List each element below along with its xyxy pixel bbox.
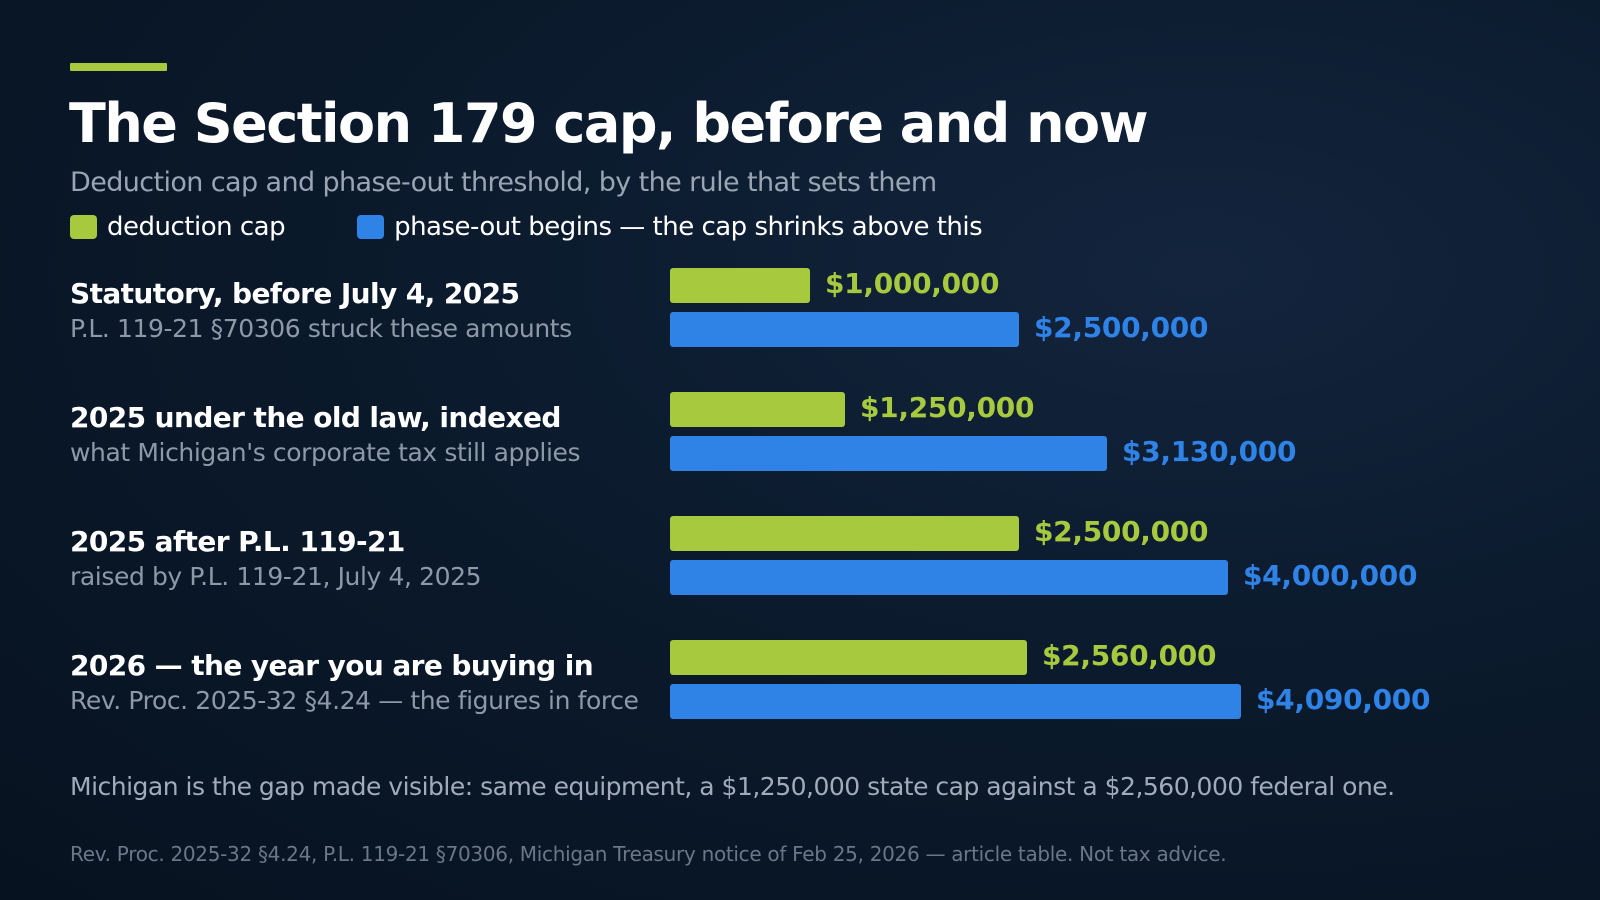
data-label-cap: $1,250,000 xyxy=(860,391,1035,424)
data-label-cap: $2,500,000 xyxy=(1034,515,1209,548)
legend-swatch-phaseout xyxy=(357,215,385,239)
bar-phaseout xyxy=(670,436,1107,471)
data-label-phaseout: $3,130,000 xyxy=(1122,435,1297,468)
category-note: raised by P.L. 119-21, July 4, 2025 xyxy=(70,562,482,591)
bar-cap xyxy=(670,640,1027,675)
bar-cap xyxy=(670,392,845,427)
legend-item-phaseout: phase-out begins — the cap shrinks above… xyxy=(357,212,983,242)
category-label: 2026 — the year you are buying in Rev. Pr… xyxy=(70,648,639,718)
data-label-phaseout: $4,090,000 xyxy=(1256,683,1431,716)
category-note: what Michigan's corporate tax still appl… xyxy=(70,438,581,467)
source-note: Rev. Proc. 2025-32 §4.24, P.L. 119-21 §7… xyxy=(70,842,1227,866)
legend-label-cap: deduction cap xyxy=(107,212,286,242)
category-title: Statutory, before July 4, 2025 xyxy=(70,277,520,310)
chart-subtitle: Deduction cap and phase-out threshold, b… xyxy=(70,167,937,198)
legend-label-phaseout: phase-out begins — the cap shrinks above… xyxy=(394,212,983,242)
data-label-phaseout: $4,000,000 xyxy=(1243,559,1418,592)
category-title: 2026 — the year you are buying in xyxy=(70,649,594,682)
bar-cap xyxy=(670,516,1019,551)
category-label: 2025 after P.L. 119-21 raised by P.L. 119… xyxy=(70,524,482,594)
page-title: The Section 179 cap, before and now xyxy=(69,92,1149,155)
data-label-cap: $2,560,000 xyxy=(1042,639,1217,672)
category-label: Statutory, before July 4, 2025 P.L. 119-2… xyxy=(70,276,572,346)
category-title: 2025 after P.L. 119-21 xyxy=(70,525,405,558)
legend-swatch-cap xyxy=(70,215,97,239)
footnote: Michigan is the gap made visible: same e… xyxy=(70,772,1395,801)
bar-cap xyxy=(670,268,810,303)
legend-item-cap: deduction cap xyxy=(70,212,286,242)
bar-phaseout xyxy=(670,684,1241,719)
data-label-cap: $1,000,000 xyxy=(825,267,1000,300)
bar-phaseout xyxy=(670,560,1228,595)
chart-legend: deduction cap phase-out begins — the cap… xyxy=(70,211,983,243)
category-label: 2025 under the old law, indexed what Mich… xyxy=(70,400,581,470)
data-label-phaseout: $2,500,000 xyxy=(1034,311,1209,344)
category-title: 2025 under the old law, indexed xyxy=(70,401,561,434)
category-note: Rev. Proc. 2025-32 §4.24 — the figures i… xyxy=(70,686,639,715)
accent-bar xyxy=(70,63,167,71)
bar-phaseout xyxy=(670,312,1019,347)
category-note: P.L. 119-21 §70306 struck these amounts xyxy=(70,314,572,343)
